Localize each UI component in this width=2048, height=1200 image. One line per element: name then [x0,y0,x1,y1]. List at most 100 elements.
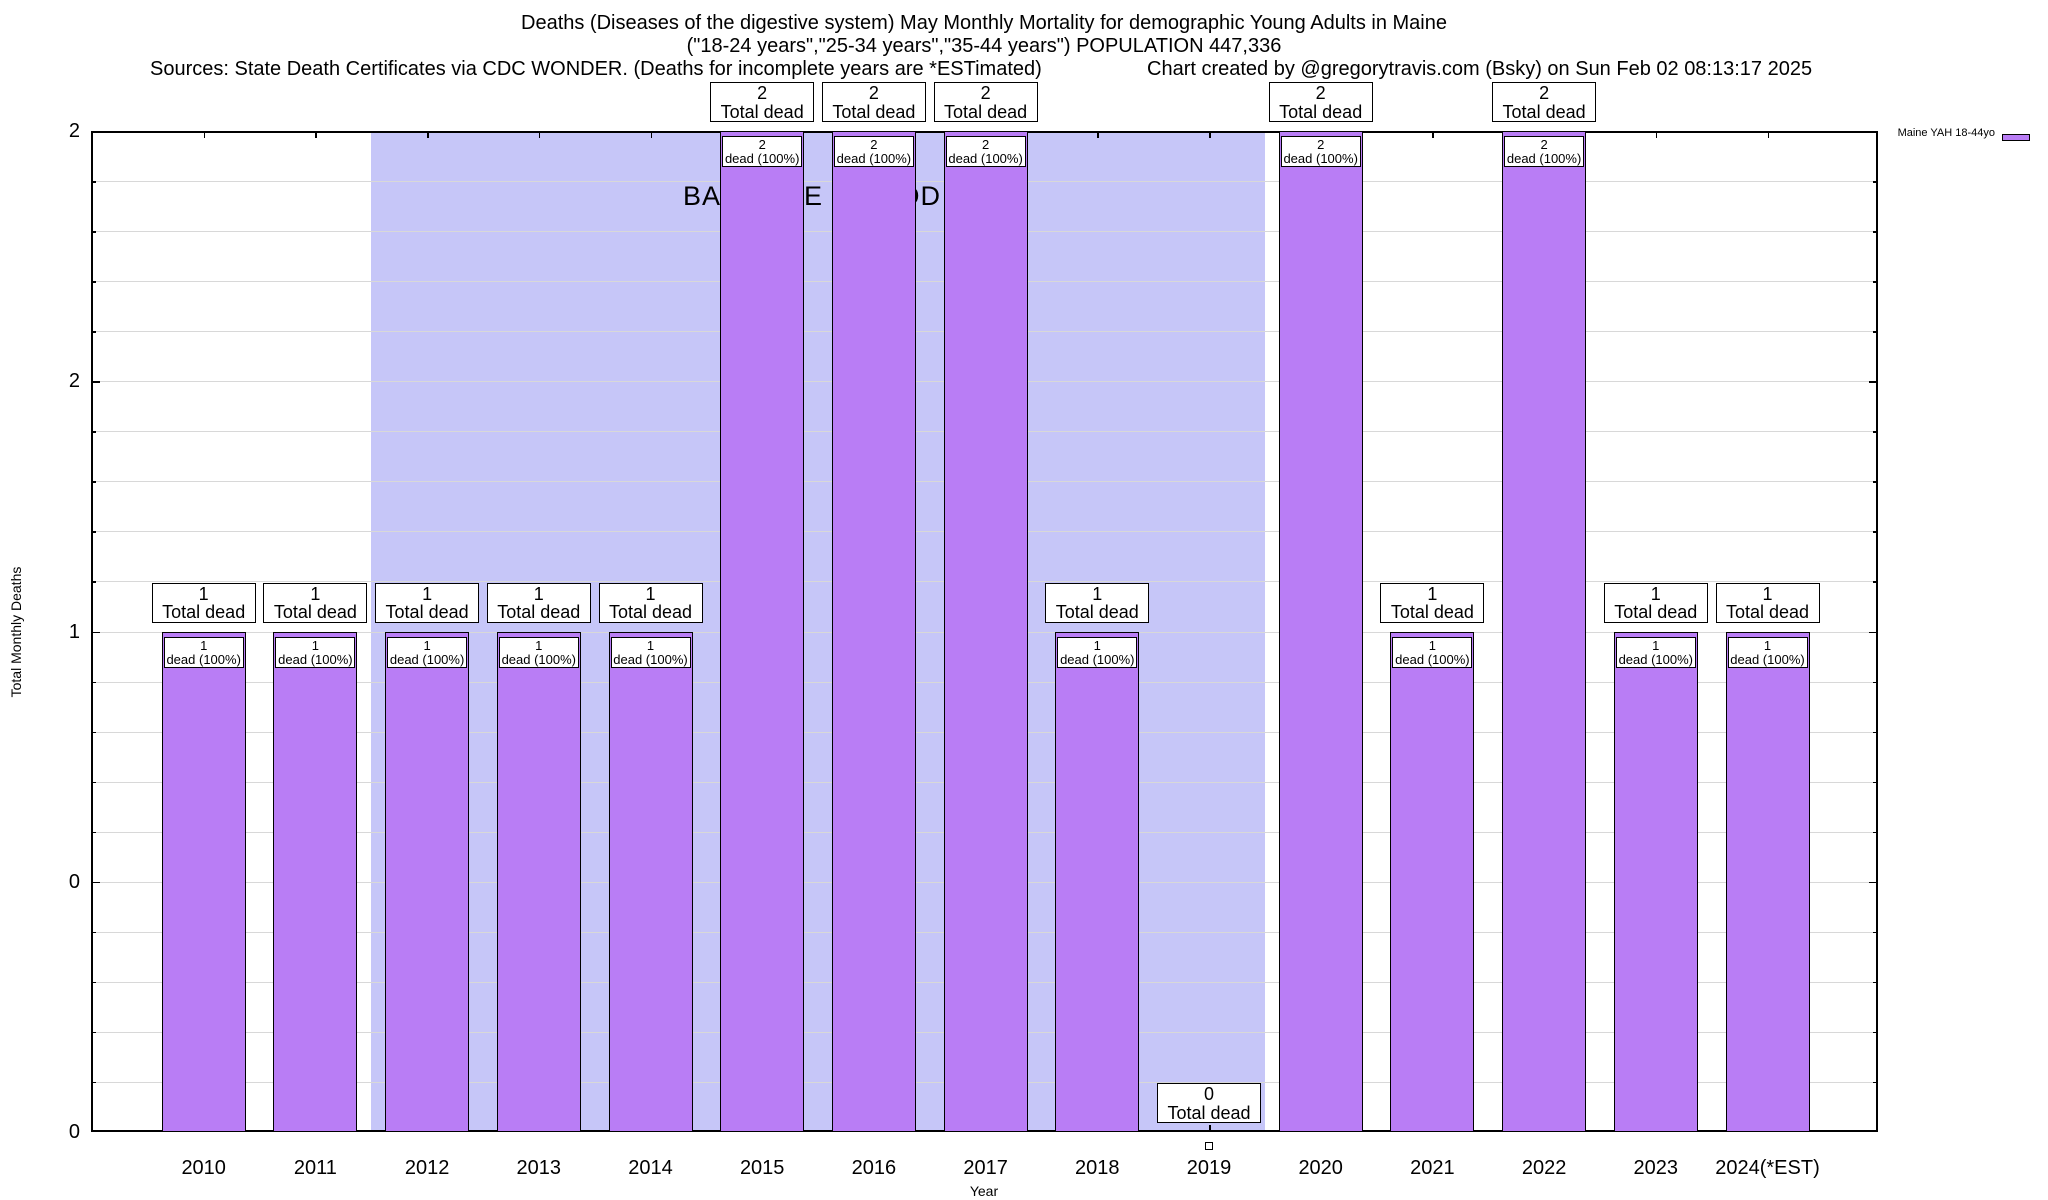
x-tick-label: 2013 [516,1157,562,1179]
y-tick-label: 0 [68,870,80,893]
bar-inner-label: 1 dead (100%) [1727,636,1808,668]
y-tick-mark [91,981,96,984]
bar [1613,631,1698,1132]
y-tick-mark [1873,581,1878,583]
zero-bar-marker [1205,1142,1213,1150]
y-tick-mark [91,331,96,333]
y-tick-mark [91,1081,96,1084]
bar-total-label: 1 Total dead [598,582,703,623]
bar-total-label: 2 Total dead [1492,82,1597,122]
y-tick-mark [1869,881,1878,884]
x-tick-label: 2016 [851,1157,897,1179]
x-tick-label: 2010 [181,1157,226,1179]
y-tick-mark [91,831,96,834]
x-tick-mark [427,131,429,138]
y-tick-mark [1873,431,1878,433]
y-tick-mark [1873,181,1878,183]
x-tick-label: 2014 [628,1157,673,1179]
chart-title-line2: ("18-24 years","25-34 years","35-44 year… [686,35,1282,57]
bar-inner-label: 2 dead (100%) [945,136,1026,167]
x-tick-mark [650,131,652,138]
bar-inner-label: 1 dead (100%) [387,636,468,668]
bar-total-label: 1 Total dead [486,582,591,623]
bar-total-label: 1 Total dead [1715,582,1820,623]
y-tick-mark [91,631,100,633]
sources-note: Sources: State Death Certificates via CD… [150,58,1042,80]
x-tick-mark [1209,131,1211,138]
y-tick-mark [1873,731,1878,734]
y-axis-title: Total Monthly Deaths [8,566,24,698]
y-tick-mark [91,681,96,684]
bar [1725,631,1810,1132]
bar [608,631,693,1132]
bar-inner-label: 2 dead (100%) [722,136,803,167]
bar-inner-label: 2 dead (100%) [1280,136,1361,167]
bar-total-label: 1 Total dead [1603,582,1708,623]
x-tick-label: 2023 [1633,1157,1679,1179]
bar-inner-label: 1 dead (100%) [1057,636,1138,668]
x-tick-label: 2019 [1186,1157,1232,1179]
y-tick-mark [91,431,96,433]
y-tick-mark [91,931,96,934]
bar-total-label: 2 Total dead [933,82,1038,122]
y-tick-label: 2 [68,120,80,142]
x-tick-label: 2011 [293,1157,337,1179]
bar-total-label: 2 Total dead [1268,82,1373,122]
bar [1055,631,1140,1132]
bar-inner-label: 1 dead (100%) [610,636,691,668]
bar-total-label: 1 Total dead [1380,582,1485,623]
y-tick-mark [1873,931,1878,934]
x-tick-mark [538,131,541,138]
x-tick-label: 2020 [1298,1157,1343,1179]
x-tick-mark [1209,1125,1211,1132]
y-tick-mark [1873,831,1878,834]
y-tick-mark [1873,781,1878,784]
bar [943,131,1028,1132]
x-tick-mark [203,131,206,138]
bar-total-label: 2 Total dead [710,82,815,122]
y-tick-mark [1873,981,1878,984]
bar-inner-label: 1 dead (100%) [275,636,356,668]
y-tick-mark [1873,1031,1878,1034]
y-tick-mark [91,731,96,734]
y-tick-mark [91,581,96,583]
x-tick-label: 2017 [963,1157,1008,1179]
x-tick-label: 2024(*EST) [1715,1157,1820,1179]
bar-inner-label: 1 dead (100%) [498,636,579,668]
y-tick-mark [91,1031,96,1034]
y-tick-mark [91,481,96,483]
y-tick-mark [1873,281,1878,283]
x-tick-label: 2021 [1410,1157,1455,1179]
bar [161,631,246,1132]
x-tick-mark [315,131,317,138]
x-tick-label: 2015 [739,1157,785,1179]
y-tick-mark [1873,481,1878,483]
y-tick-label: 1 [68,620,80,643]
bar [1502,131,1587,1132]
bar [273,631,358,1132]
y-tick-mark [91,181,96,183]
x-axis-title: Year [969,1183,999,1199]
legend-swatch [2002,134,2030,141]
bar [720,131,805,1132]
bar-total-label: 1 Total dead [1045,582,1150,623]
y-tick-mark [91,531,96,533]
bar-total-label: 2 Total dead [821,82,926,122]
bar-inner-label: 1 dead (100%) [1392,636,1473,668]
bar-total-label: 1 Total dead [375,582,480,623]
bar [831,131,916,1132]
y-tick-mark [1873,531,1878,533]
bar-total-label: 1 Total dead [263,582,368,623]
bar [385,631,470,1132]
chart-title-line1: Deaths (Diseases of the digestive system… [521,12,1447,34]
x-tick-label: 2012 [404,1157,450,1179]
x-tick-mark [1097,131,1099,138]
x-tick-label: 2022 [1521,1157,1567,1179]
bar-total-label: 1 Total dead [151,582,256,623]
y-tick-mark [1873,681,1878,684]
x-tick-mark [1432,131,1434,138]
y-tick-mark [91,881,100,884]
y-tick-mark [91,381,100,383]
bar-inner-label: 2 dead (100%) [833,136,914,167]
y-tick-mark [1869,381,1878,383]
